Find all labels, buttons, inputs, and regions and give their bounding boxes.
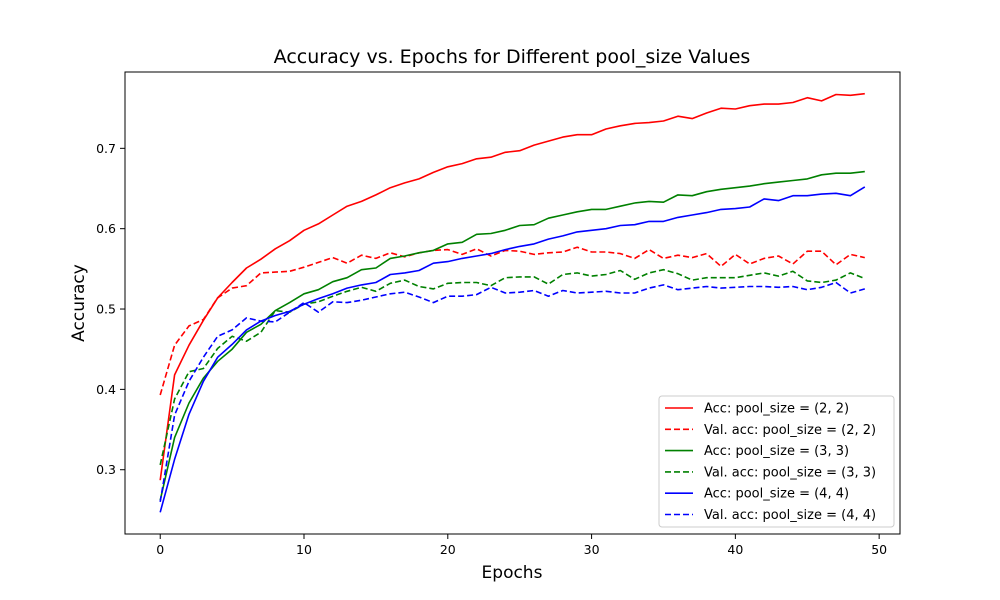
legend-label: Val. acc: pool_size = (3, 3) (704, 465, 876, 480)
x-tick-label: 20 (440, 542, 456, 557)
series-line-0 (159, 92, 865, 481)
x-tick-label: 10 (296, 542, 312, 557)
legend-label: Val. acc: pool_size = (4, 4) (704, 508, 876, 523)
series-line-3 (159, 268, 866, 466)
x-tick-label: 40 (727, 542, 743, 557)
series-line-4 (159, 186, 866, 513)
legend-label: Val. acc: pool_size = (2, 2) (704, 423, 876, 438)
y-tick-label: 0.4 (96, 382, 116, 397)
x-axis-label: Epochs (482, 563, 543, 583)
series-line-5 (159, 281, 866, 503)
plot-area (124, 71, 901, 535)
chart-title: Accuracy vs. Epochs for Different pool_s… (274, 46, 751, 68)
legend-label: Acc: pool_size = (3, 3) (704, 444, 849, 459)
y-tick-label: 0.3 (96, 462, 116, 477)
x-tick-label: 30 (584, 542, 600, 557)
series-line-2 (159, 170, 865, 501)
axis-ticks: 0 10 20 30 40 50 0.3 0.4 0.5 0.6 0.7 (96, 141, 887, 557)
legend-label: Acc: pool_size = (2, 2) (704, 402, 849, 417)
x-tick-label: 50 (871, 542, 887, 557)
y-tick-label: 0.5 (96, 302, 116, 317)
legend-label: Acc: pool_size = (4, 4) (704, 487, 849, 502)
y-tick-label: 0.7 (96, 141, 116, 156)
y-tick-label: 0.6 (96, 221, 116, 236)
y-axis-label: Accuracy (69, 264, 89, 342)
x-tick-label: 0 (156, 542, 164, 557)
series-line-1 (159, 246, 865, 396)
series-lines (159, 92, 866, 513)
legend-box (658, 395, 895, 528)
legend: Acc: pool_size = (2, 2) Val. acc: pool_si… (658, 395, 895, 528)
